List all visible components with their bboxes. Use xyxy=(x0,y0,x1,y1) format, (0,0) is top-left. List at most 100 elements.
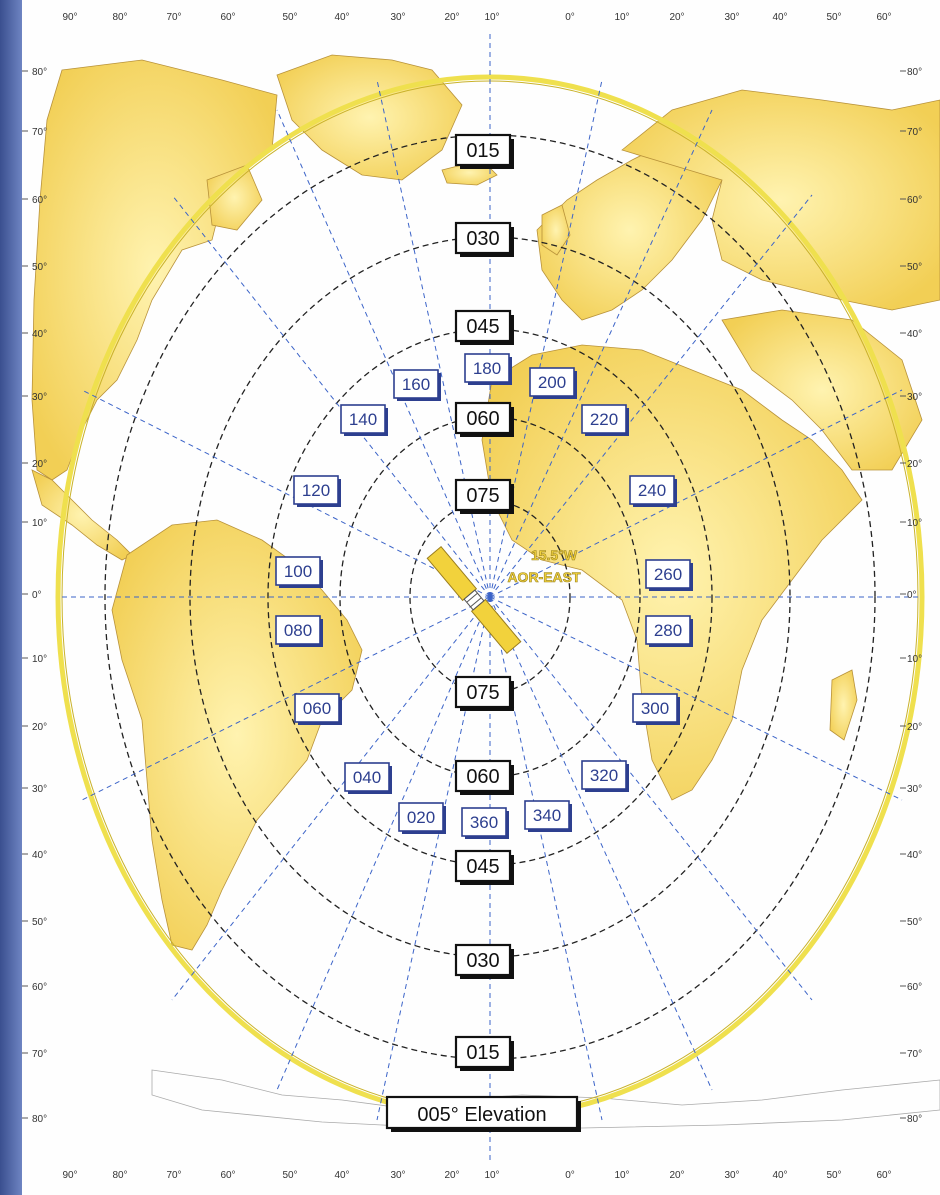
elevation-label-north: 030 xyxy=(454,221,514,257)
svg-text:320: 320 xyxy=(590,766,618,785)
lat-tick-left: 20° xyxy=(32,459,47,470)
svg-text:340: 340 xyxy=(533,806,561,825)
lat-tick-left: 70° xyxy=(32,1049,47,1060)
lat-tick-left: 80° xyxy=(32,1114,47,1125)
svg-text:020: 020 xyxy=(407,808,435,827)
europe xyxy=(536,139,723,321)
longitude-ticks-bottom: 90° 80° 70° 60° 50° 40° 30° 20° 10° 0° 10° 20° 30° 40… xyxy=(62,1170,891,1181)
lon-tick-bottom: 40° xyxy=(772,1170,787,1181)
elevation-label-north: 060 xyxy=(454,401,514,437)
svg-text:120: 120 xyxy=(302,481,330,500)
elevation-label-north: 075 xyxy=(454,478,514,514)
lon-tick-top: 30° xyxy=(724,12,739,23)
azimuth-label: 340 xyxy=(524,800,572,832)
svg-text:140: 140 xyxy=(349,410,377,429)
azimuth-label: 240 xyxy=(629,475,677,507)
svg-text:360: 360 xyxy=(470,813,498,832)
elevation-contour-015 xyxy=(104,134,876,1060)
elevation-label-south: 045 xyxy=(454,849,514,885)
lat-tick-left: 10° xyxy=(32,654,47,665)
lat-tick-left: 60° xyxy=(32,982,47,993)
south-america xyxy=(111,519,363,951)
elevation-label-south: 075 xyxy=(454,675,514,711)
lon-tick-top: 20° xyxy=(669,12,684,23)
lat-tick-left: 20° xyxy=(32,722,47,733)
svg-text:260: 260 xyxy=(654,565,682,584)
svg-text:220: 220 xyxy=(590,410,618,429)
lon-tick-top: 50° xyxy=(282,12,297,23)
svg-text:030: 030 xyxy=(466,950,499,972)
latitude-ticks-right: 80° 70° 60° 50° 40° 30° 20° 10° 0° 10° 20° 30° 40° 50… xyxy=(900,67,922,1125)
elevation-label-south: 015 xyxy=(454,1035,514,1071)
lat-tick-left: 60° xyxy=(32,195,47,206)
lon-tick-bottom: 10° xyxy=(484,1170,499,1181)
svg-text:075: 075 xyxy=(466,682,499,704)
satellite-name-label: AOR-EAST xyxy=(507,569,581,585)
elevation-label-south: 030 xyxy=(454,943,514,979)
lat-tick-left: 40° xyxy=(32,329,47,340)
longitude-ticks-top: 90° 80° 70° 60° 50° 40° 30° 20° 10° 0° 10° 20° 30° 40… xyxy=(62,12,891,23)
lon-tick-bottom: 0° xyxy=(565,1170,575,1181)
elevation-label-north: 045 xyxy=(454,309,514,345)
satellite-icon xyxy=(426,546,522,654)
lon-tick-bottom: 10° xyxy=(614,1170,629,1181)
lat-tick-right: 80° xyxy=(907,1114,922,1125)
lat-tick-left: 10° xyxy=(32,518,47,529)
azimuth-label: 300 xyxy=(632,693,680,725)
lat-tick-left: 50° xyxy=(32,262,47,273)
lat-tick-right: 20° xyxy=(907,459,922,470)
lon-tick-top: 10° xyxy=(614,12,629,23)
svg-text:200: 200 xyxy=(538,373,566,392)
lat-tick-right: 50° xyxy=(907,917,922,928)
elevation-label-south: 060 xyxy=(454,759,514,795)
satellite-position-label: 15.5°W xyxy=(531,547,578,563)
coverage-edge-label: 005° Elevation xyxy=(385,1095,581,1132)
lat-tick-right: 60° xyxy=(907,982,922,993)
svg-text:060: 060 xyxy=(466,408,499,430)
lat-tick-left: 70° xyxy=(32,127,47,138)
elevation-label-north: 015 xyxy=(454,133,514,169)
lon-tick-bottom: 80° xyxy=(112,1170,127,1181)
lat-tick-right: 30° xyxy=(907,392,922,403)
svg-text:015: 015 xyxy=(466,1042,499,1064)
lat-tick-left: 80° xyxy=(32,67,47,78)
svg-text:280: 280 xyxy=(654,621,682,640)
lon-tick-bottom: 30° xyxy=(390,1170,405,1181)
azimuth-label: 200 xyxy=(529,367,577,399)
lon-tick-top: 10° xyxy=(484,12,499,23)
british-isles xyxy=(541,204,571,256)
svg-text:300: 300 xyxy=(641,699,669,718)
lon-tick-top: 40° xyxy=(772,12,787,23)
svg-text:080: 080 xyxy=(284,621,312,640)
svg-text:045: 045 xyxy=(466,316,499,338)
lon-tick-top: 90° xyxy=(62,12,77,23)
antarctica xyxy=(151,1069,940,1129)
svg-text:060: 060 xyxy=(303,699,331,718)
lon-tick-top: 50° xyxy=(826,12,841,23)
lat-tick-left: 30° xyxy=(32,392,47,403)
lon-tick-top: 60° xyxy=(220,12,235,23)
lon-tick-bottom: 30° xyxy=(724,1170,739,1181)
azimuth-label: 140 xyxy=(340,404,388,436)
azimuth-label: 080 xyxy=(275,615,323,647)
map-frame: 15.5°W AOR-EAST 90° 80° 70° 60° 50° 40° 30° 20°… xyxy=(22,0,940,1195)
side-band xyxy=(0,0,22,1195)
azimuth-label: 360 xyxy=(461,807,509,839)
elevation-labels: 015 030 045 060 075 075 060 045 030 015 xyxy=(454,133,514,1071)
lon-tick-top: 30° xyxy=(390,12,405,23)
lon-tick-top: 60° xyxy=(876,12,891,23)
azimuth-label: 040 xyxy=(344,762,392,794)
azimuth-labels: 160 180 200 140 220 120 240 100 260 080 280 060 300 0… xyxy=(275,353,693,839)
azimuth-lines xyxy=(62,30,922,1160)
lon-tick-bottom: 50° xyxy=(826,1170,841,1181)
azimuth-label: 060 xyxy=(294,693,342,725)
lon-tick-bottom: 60° xyxy=(220,1170,235,1181)
lon-tick-top: 0° xyxy=(565,12,575,23)
lat-tick-right: 10° xyxy=(907,654,922,665)
lon-tick-top: 40° xyxy=(334,12,349,23)
azimuth-label: 160 xyxy=(393,369,441,401)
azimuth-label: 180 xyxy=(464,353,512,385)
lon-tick-bottom: 20° xyxy=(444,1170,459,1181)
lon-tick-top: 20° xyxy=(444,12,459,23)
labrador xyxy=(206,164,263,231)
